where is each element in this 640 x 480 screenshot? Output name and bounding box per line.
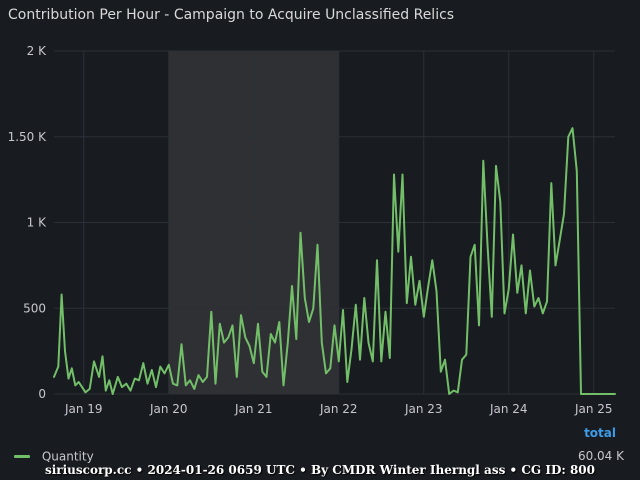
x-tick-label: Jan 23	[404, 402, 443, 416]
x-tick-label: Jan 20	[149, 402, 188, 416]
footer-credit: siriuscorp.cc • 2024-01-26 0659 UTC • By…	[44, 463, 596, 477]
y-tick-label: 2 K	[27, 44, 47, 58]
y-tick-label: 1 K	[27, 216, 47, 230]
legend-swatch	[14, 455, 30, 458]
line-chart: 0 500 1 K 1.50 K 2 K Jan 19 Jan 20 Jan 21 Jan 2…	[8, 44, 616, 416]
legend-total-value: 60.04 K	[577, 449, 624, 463]
series-line-quantity	[53, 127, 616, 395]
legend-series-name[interactable]: Quantity	[41, 449, 94, 464]
x-tick-label: Jan 25	[574, 402, 613, 416]
y-tick-label: 0	[38, 387, 46, 401]
y-tick-label: 500	[23, 301, 46, 315]
y-tick-label: 1.50 K	[8, 130, 48, 144]
y-axis: 0 500 1 K 1.50 K 2 K	[8, 44, 48, 401]
x-tick-label: Jan 19	[64, 402, 103, 416]
panel-title: Contribution Per Hour - Campaign to Acqu…	[8, 7, 455, 23]
x-axis: Jan 19 Jan 20 Jan 21 Jan 22 Jan 23 Jan 24 Jan …	[64, 402, 613, 416]
series-layer	[53, 127, 616, 395]
legend-row[interactable]: Quantity 60.04 K	[14, 449, 624, 464]
legend-total-header[interactable]: total	[584, 426, 616, 440]
x-tick-label: Jan 24	[489, 402, 528, 416]
grid-layer	[54, 50, 615, 395]
x-tick-label: Jan 21	[234, 402, 273, 416]
x-tick-label: Jan 22	[319, 402, 358, 416]
